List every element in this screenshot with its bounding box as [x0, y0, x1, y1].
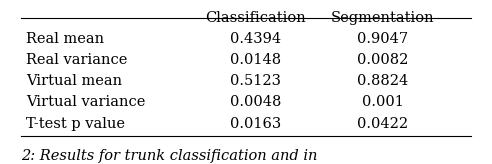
Text: 0.0422: 0.0422 — [357, 117, 408, 131]
Text: Classification: Classification — [205, 11, 306, 25]
Text: 0.9047: 0.9047 — [357, 31, 408, 46]
Text: 0.4394: 0.4394 — [230, 31, 281, 46]
Text: Segmentation: Segmentation — [331, 11, 435, 25]
Text: 0.8824: 0.8824 — [357, 74, 409, 88]
Text: T-test p value: T-test p value — [26, 117, 125, 131]
Text: 0.001: 0.001 — [362, 95, 404, 109]
Text: 2: Results for trunk classification and in: 2: Results for trunk classification and … — [21, 149, 317, 164]
Text: 0.0163: 0.0163 — [230, 117, 281, 131]
Text: Real variance: Real variance — [26, 53, 127, 67]
Text: 0.5123: 0.5123 — [230, 74, 281, 88]
Text: 0.0148: 0.0148 — [230, 53, 281, 67]
Text: 0.0082: 0.0082 — [357, 53, 409, 67]
Text: Real mean: Real mean — [26, 31, 104, 46]
Text: Virtual variance: Virtual variance — [26, 95, 145, 109]
Text: 0.0048: 0.0048 — [230, 95, 281, 109]
Text: Virtual mean: Virtual mean — [26, 74, 122, 88]
